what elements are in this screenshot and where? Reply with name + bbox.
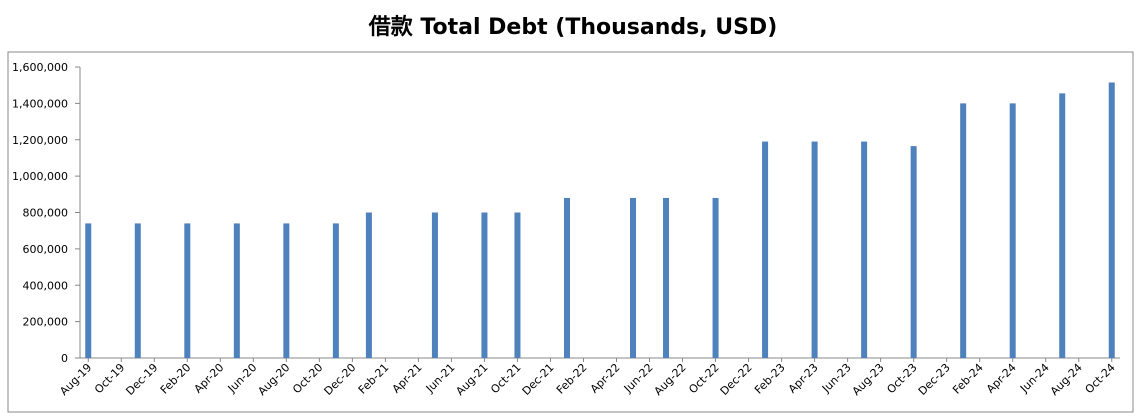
x-tick-label: Feb-20 xyxy=(158,361,194,397)
x-tick-label: Jun-20 xyxy=(225,361,260,396)
x-tick-label: Aug-22 xyxy=(652,361,689,398)
x-tick-label: Aug-20 xyxy=(255,361,292,398)
x-tick-label: Oct-21 xyxy=(488,361,523,396)
x-tick-label: Oct-24 xyxy=(1083,361,1118,396)
bar xyxy=(712,197,719,358)
bar xyxy=(1108,82,1115,358)
x-tick-label: Feb-23 xyxy=(752,361,788,397)
y-tick-label: 200,000 xyxy=(23,316,69,329)
chart-frame xyxy=(7,51,1134,413)
y-tick-label: 600,000 xyxy=(23,243,69,256)
bar xyxy=(663,197,670,358)
bar xyxy=(233,223,240,358)
x-tick-label: Dec-20 xyxy=(322,361,359,398)
x-tick-label: Aug-23 xyxy=(850,361,887,398)
bar xyxy=(283,223,290,358)
bar xyxy=(811,141,818,358)
bar xyxy=(910,146,917,358)
bar xyxy=(431,212,438,358)
x-tick-label: Apr-21 xyxy=(390,361,425,396)
chart-title: 借款 Total Debt (Thousands, USD) xyxy=(368,14,778,40)
x-tick-label: Dec-19 xyxy=(123,361,160,398)
x-tick-label: Oct-23 xyxy=(884,361,919,396)
y-tick-label: 1,000,000 xyxy=(12,170,68,183)
x-tick-label: Jun-24 xyxy=(1017,361,1052,396)
x-tick-label: Apr-22 xyxy=(588,361,623,396)
x-tick-label: Jun-21 xyxy=(423,361,458,396)
bar xyxy=(134,223,141,358)
y-tick-label: 0 xyxy=(61,352,68,365)
y-tick-label: 1,600,000 xyxy=(12,61,68,74)
x-tick-label: Aug-21 xyxy=(453,361,490,398)
x-tick-label: Aug-19 xyxy=(57,361,94,398)
bar xyxy=(630,197,637,358)
x-tick-label: Apr-24 xyxy=(984,361,1019,396)
x-tick-label: Oct-19 xyxy=(92,361,127,396)
y-tick-label: 800,000 xyxy=(23,207,69,220)
y-tick-label: 1,200,000 xyxy=(12,134,68,147)
bar xyxy=(1059,93,1066,358)
x-tick-label: Apr-23 xyxy=(786,361,821,396)
bar xyxy=(481,212,488,358)
x-tick-label: Dec-22 xyxy=(718,361,755,398)
x-tick-label: Jun-22 xyxy=(621,361,656,396)
x-tick-label: Oct-22 xyxy=(686,361,721,396)
bar xyxy=(514,212,521,358)
x-tick-label: Oct-20 xyxy=(290,361,325,396)
x-tick-label: Apr-20 xyxy=(192,361,227,396)
bar xyxy=(332,223,339,358)
x-tick-label: Jun-23 xyxy=(819,361,854,396)
x-tick-label: Dec-23 xyxy=(916,361,953,398)
x-tick-label: Feb-24 xyxy=(950,361,986,397)
bar xyxy=(861,141,868,358)
bar xyxy=(365,212,372,358)
x-tick-label: Feb-21 xyxy=(356,361,392,397)
bar xyxy=(960,103,967,358)
bar xyxy=(85,223,92,358)
x-tick-label: Aug-24 xyxy=(1048,361,1085,398)
y-tick-label: 400,000 xyxy=(23,279,69,292)
bar xyxy=(1009,103,1016,358)
y-tick-label: 1,400,000 xyxy=(12,97,68,110)
bar xyxy=(184,223,191,358)
bar xyxy=(563,197,570,358)
x-tick-label: Dec-21 xyxy=(520,361,557,398)
x-tick-label: Feb-22 xyxy=(554,361,590,397)
bar xyxy=(762,141,769,358)
